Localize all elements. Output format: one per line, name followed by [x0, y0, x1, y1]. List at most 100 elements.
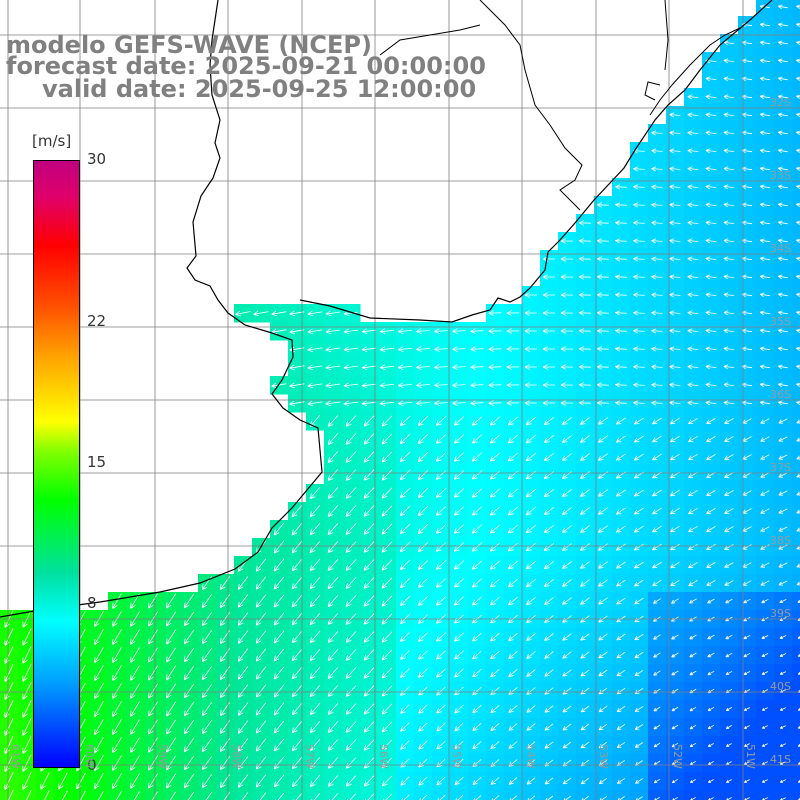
- wind-arrow: [454, 650, 464, 660]
- wind-arrow: [345, 451, 357, 463]
- wind-arrow: [561, 507, 572, 515]
- wind-arrow: [273, 522, 285, 536]
- wind-arrow: [273, 702, 285, 716]
- wind-arrow: [743, 634, 751, 640]
- wind-arrow: [133, 791, 140, 800]
- wind-arrow: [759, 364, 770, 370]
- wind-arrow: [544, 669, 554, 677]
- forecast-date: forecast date: 2025-09-21 00:00:00: [6, 52, 486, 80]
- wind-arrow: [725, 652, 733, 658]
- wind-arrow: [363, 757, 375, 769]
- wind-arrow: [435, 542, 447, 552]
- wind-arrow: [292, 792, 303, 800]
- wind-arrow: [291, 756, 303, 770]
- wind-arrow: [506, 328, 520, 334]
- wind-arrow: [183, 665, 195, 681]
- wind-arrow: [361, 400, 377, 407]
- wind-arrow: [580, 669, 590, 677]
- wind-arrow: [343, 364, 359, 371]
- wind-arrow: [796, 437, 800, 442]
- wind-arrow: [651, 382, 663, 388]
- wind-cell: [792, 520, 800, 539]
- wind-arrow: [22, 628, 32, 646]
- wind-arrow: [759, 76, 770, 82]
- wind-arrow: [597, 435, 608, 443]
- wind-arrow: [435, 416, 447, 426]
- colorbar-tick-label: 0: [87, 756, 97, 774]
- wind-arrow: [760, 436, 770, 442]
- wind-arrow: [598, 777, 608, 785]
- wind-arrow: [94, 773, 104, 790]
- wind-arrow: [4, 628, 14, 646]
- wind-arrow: [724, 580, 734, 586]
- wind-arrow: [760, 472, 770, 478]
- lon-label: 61W: [9, 744, 22, 769]
- wind-arrow: [471, 434, 483, 444]
- wind-arrow: [400, 722, 410, 732]
- wind-arrow: [671, 634, 679, 640]
- wind-arrow: [670, 561, 680, 569]
- wind-arrow: [327, 541, 339, 554]
- wind-arrow: [652, 579, 662, 587]
- wind-arrow: [724, 490, 734, 496]
- wind-cell: [792, 304, 800, 323]
- wind-cell: [792, 340, 800, 359]
- colorbar-tick-label: 15: [87, 453, 107, 471]
- lon-label: 59W: [156, 744, 169, 769]
- wind-arrow: [723, 400, 735, 406]
- wind-cell: [792, 664, 800, 683]
- wind-arrow: [615, 489, 626, 497]
- wind-arrow: [435, 524, 447, 534]
- wind-arrow: [381, 523, 393, 535]
- wind-arrow: [562, 579, 572, 587]
- wind-cell: [792, 772, 800, 791]
- wind-arrow: [454, 740, 464, 750]
- wind-arrow: [435, 578, 446, 588]
- wind-arrow: [761, 598, 769, 604]
- wind-arrow: [325, 400, 341, 407]
- wind-arrow: [653, 706, 661, 712]
- wind-arrow: [634, 579, 644, 587]
- wind-arrow: [579, 507, 590, 515]
- wind-arrow: [616, 651, 626, 659]
- wind-arrow: [778, 418, 788, 424]
- lat-label: 37S: [770, 461, 791, 474]
- wind-arrow: [615, 238, 627, 244]
- wind-arrow: [345, 775, 357, 787]
- wind-arrow: [187, 791, 195, 800]
- wind-cell: [126, 790, 145, 800]
- wind-arrow: [237, 702, 249, 716]
- wind-arrow: [633, 184, 645, 190]
- wind-arrow: [777, 112, 788, 118]
- wind-arrow: [707, 634, 715, 640]
- wind-arrow: [472, 686, 482, 696]
- wind-arrow: [779, 707, 786, 711]
- wind-arrow: [255, 774, 267, 788]
- wind-arrow: [345, 487, 357, 499]
- wind-arrow: [205, 792, 213, 800]
- wind-arrow: [22, 718, 32, 736]
- wind-arrow: [381, 631, 393, 643]
- wind-arrow: [379, 328, 394, 335]
- wind-arrow: [327, 631, 339, 643]
- wind-cell: [792, 736, 800, 755]
- wind-arrow: [597, 274, 609, 280]
- wind-arrow: [22, 646, 32, 664]
- wind-arrow: [615, 292, 627, 298]
- wind-arrow: [401, 794, 410, 800]
- wind-arrow: [687, 202, 699, 208]
- wind-arrow: [651, 346, 663, 352]
- wind-arrow: [417, 560, 429, 570]
- wind-arrow: [615, 435, 626, 443]
- wind-arrow: [112, 755, 122, 771]
- lat-label: 38S: [770, 534, 791, 547]
- wind-arrow: [26, 790, 32, 800]
- wind-arrow: [651, 328, 663, 334]
- wind-arrow: [690, 797, 696, 800]
- wind-arrow: [471, 542, 483, 552]
- wind-arrow: [112, 683, 122, 699]
- wind-arrow: [544, 705, 554, 713]
- wind-arrow: [724, 418, 734, 424]
- wind-cell: [72, 790, 91, 800]
- wind-arrow: [435, 452, 447, 462]
